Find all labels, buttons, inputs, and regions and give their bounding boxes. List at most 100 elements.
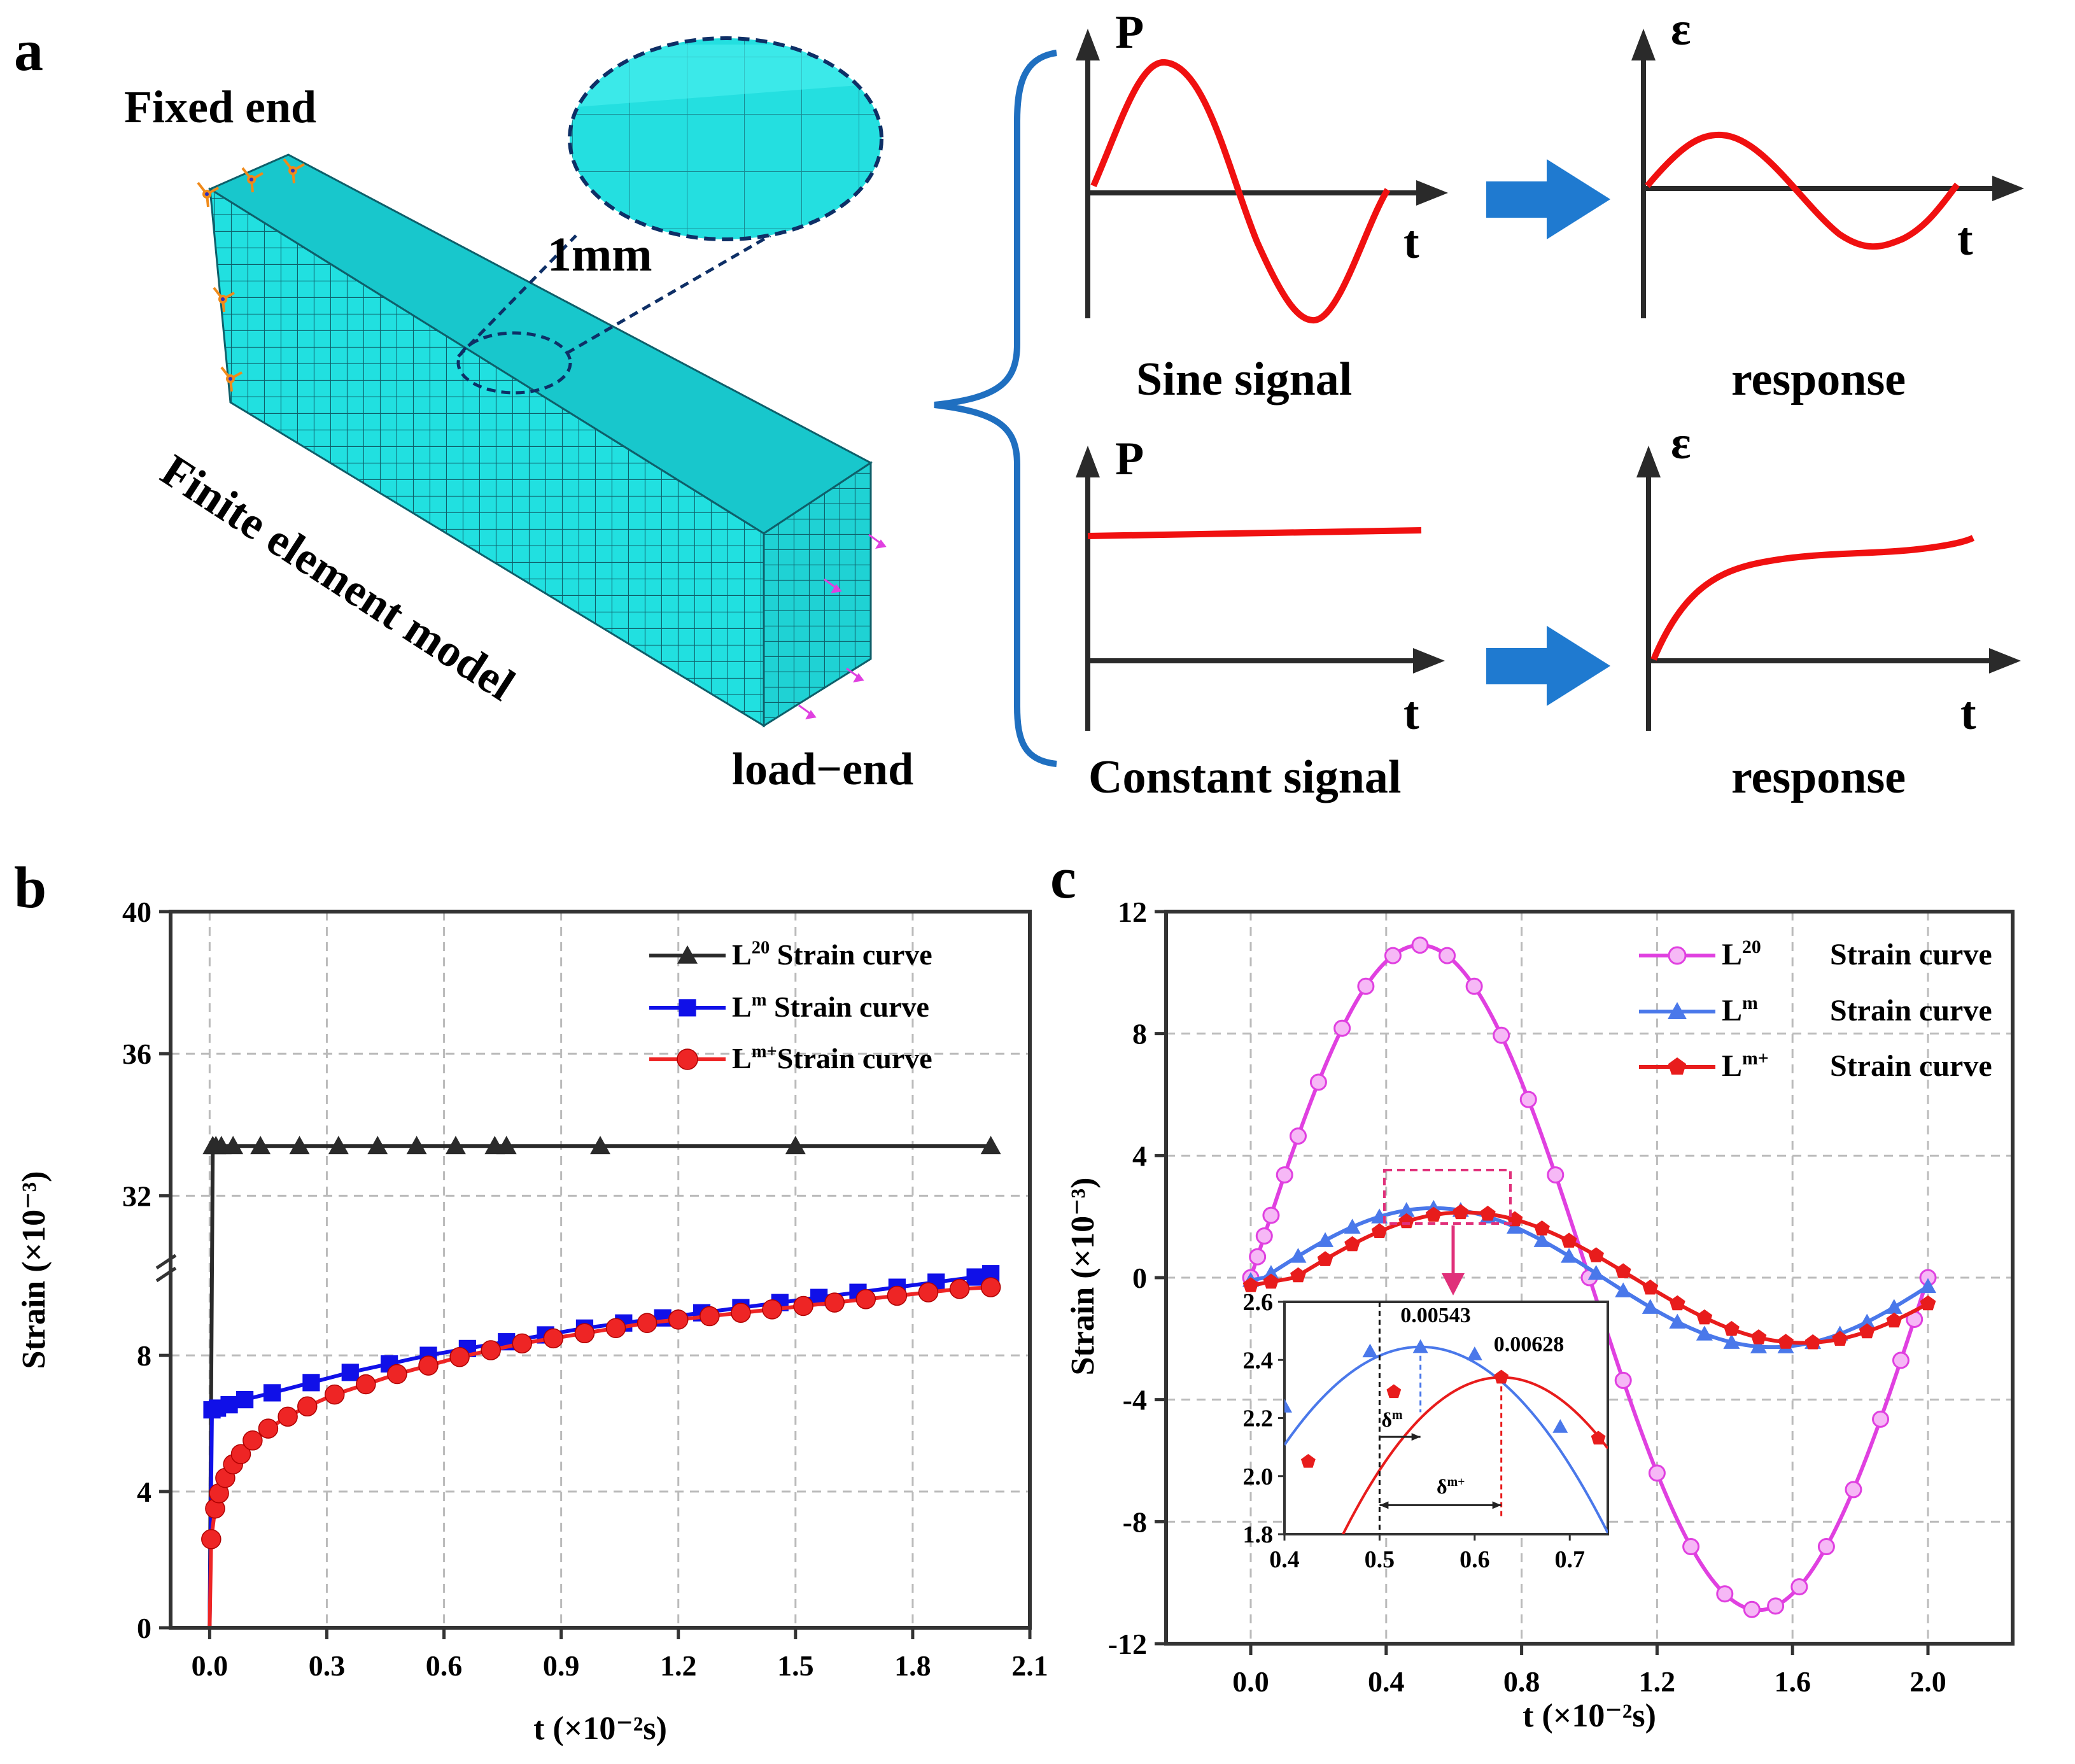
panel-c: c 0.0 0.4 0.8 1.2 1.6 2.0 -12 -8 -4 0 4 8 12 L20 Stra… [1050, 845, 2015, 1734]
x-tick-label: 2.1 [1011, 1649, 1048, 1682]
data-point [855, 1289, 876, 1309]
sine-signal-caption: Sine signal [1136, 353, 1352, 406]
data-point [1561, 1232, 1577, 1248]
chart-b-axes: 0.0 0.3 0.6 0.9 1.2 1.5 1.8 2.1 0 4 8 32 36 40 [122, 896, 1048, 1682]
data-point [1642, 1299, 1659, 1314]
constant-input-curve [1087, 527, 1422, 539]
inset-lmp-curve [1341, 1376, 1608, 1534]
constant-signal-caption: Constant signal [1088, 751, 1401, 803]
data-point [250, 1136, 271, 1155]
legend-marker [1668, 1057, 1687, 1075]
sine-response-curve [1645, 131, 1960, 250]
data-point [297, 1396, 318, 1417]
delta-mp-label: δm+ [1437, 1475, 1465, 1498]
data-point [220, 1396, 238, 1414]
sine-response-plot: ε t response [1631, 3, 2024, 406]
data-point [496, 1136, 517, 1155]
x-tick-label: 0.3 [309, 1649, 346, 1682]
data-point [406, 1136, 427, 1155]
data-point [1357, 977, 1375, 995]
data-point [1290, 1267, 1306, 1283]
data-point [512, 1333, 533, 1354]
chart-c-legend: L20 Strain curve Lm Strain curve Lm+ Strain c… [1639, 936, 1992, 1083]
data-point [543, 1328, 564, 1349]
inset-x-tick-label: 0.6 [1460, 1546, 1490, 1573]
data-point [966, 1268, 984, 1286]
x-tick-label: 0.0 [1232, 1665, 1269, 1698]
constant-y-label: P [1115, 433, 1144, 485]
data-point [328, 1136, 349, 1155]
sine-response-caption: response [1731, 353, 1906, 406]
fixed-end-label: Fixed end [124, 81, 316, 132]
delta-m-arrow-head [1411, 1433, 1421, 1441]
inset-data-point [1591, 1430, 1606, 1445]
data-point [1778, 1334, 1794, 1349]
data-point [1669, 1313, 1686, 1329]
zoom-detail [570, 38, 882, 239]
constant-response-y-label: ε [1671, 417, 1691, 469]
chart-c-xlabel: t (×10⁻²s) [1523, 1698, 1656, 1734]
inset-data-point [1284, 1399, 1292, 1413]
delta-m-label: δm [1381, 1408, 1403, 1431]
chart-b-legend: L20 Strain curve Lm Strain curve Lm+Strain… [649, 938, 932, 1075]
constant-response-caption: response [1731, 751, 1906, 803]
data-point [356, 1374, 376, 1395]
data-point [1743, 1600, 1761, 1618]
data-point [278, 1406, 298, 1427]
data-point [1716, 1585, 1734, 1603]
data-point [785, 1136, 806, 1155]
y-tick-label: 0 [137, 1612, 151, 1644]
data-point [1519, 1090, 1537, 1108]
data-point [263, 1384, 281, 1402]
inset-data-point [1362, 1343, 1378, 1358]
data-point [1588, 1247, 1605, 1262]
data-point [230, 1444, 251, 1464]
constant-arrow-icon [1486, 626, 1610, 706]
data-point [449, 1347, 470, 1367]
data-point [1642, 1280, 1659, 1295]
inset-data-point [1386, 1384, 1402, 1399]
constant-signal-plot: P t Constant signal [1076, 433, 1445, 803]
chart-c-ylabel: Strain (×10⁻³) [1065, 1178, 1101, 1376]
data-point [637, 1313, 658, 1334]
data-point [1344, 1218, 1361, 1234]
axis-break-mark [155, 1253, 177, 1270]
data-point [1804, 1334, 1821, 1350]
data-point [824, 1292, 845, 1313]
data-point [1255, 1227, 1273, 1245]
data-point [887, 1285, 908, 1306]
constant-response-x-label: t [1960, 688, 1976, 740]
data-point [949, 1279, 970, 1299]
panel-b: b 0.0 0.3 0.6 0.9 1.2 1.5 1.8 2.1 0 4 8 32 36 40 L20 … [14, 855, 1048, 1747]
data-point [1289, 1127, 1307, 1145]
delta-mp-arrow-head [1492, 1501, 1502, 1509]
data-point [1669, 1295, 1685, 1311]
data-point [1533, 1232, 1551, 1247]
data-point [223, 1136, 244, 1155]
data-point [1276, 1166, 1293, 1184]
data-point [980, 1136, 1001, 1155]
data-point [1384, 947, 1402, 964]
data-point [1317, 1232, 1334, 1247]
data-point [700, 1306, 720, 1327]
zoom-leader-line [457, 234, 577, 358]
data-point [1480, 1205, 1496, 1221]
sine-signal-plot: P t Sine signal [1076, 6, 1448, 406]
legend-label: Lm [1722, 992, 1758, 1027]
y-tick-label: 36 [122, 1038, 151, 1070]
data-point [1767, 1597, 1785, 1615]
chart-b-ylabel: Strain (×10⁻³) [16, 1171, 52, 1369]
x-tick-label: 0.0 [192, 1649, 229, 1682]
data-point [1750, 1329, 1767, 1344]
y-tick-label: 8 [137, 1339, 151, 1372]
data-point [1750, 1338, 1767, 1353]
inset-lm-curve [1284, 1345, 1608, 1534]
legend-label: Strain curve [1830, 1049, 1992, 1083]
data-point [1493, 1026, 1510, 1044]
inset-y-tick-label: 2.2 [1243, 1406, 1274, 1432]
zoom-arrow-head [1442, 1273, 1465, 1295]
data-point [1249, 1248, 1267, 1266]
data-point [1892, 1351, 1910, 1369]
panel-c-label: c [1050, 845, 1076, 910]
panel-a: a Fixed end [14, 3, 2024, 803]
